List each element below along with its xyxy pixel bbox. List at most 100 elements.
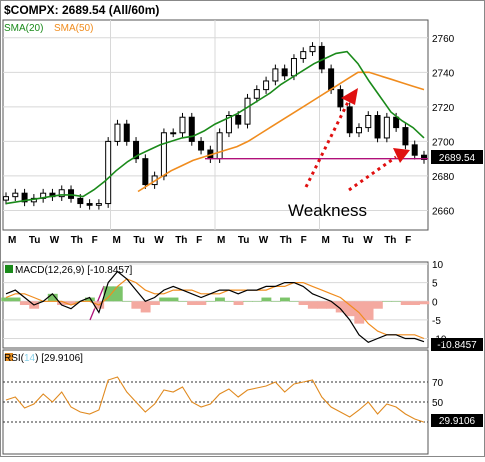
price-candle-body — [95, 203, 102, 206]
macd-histogram-bar — [372, 301, 383, 309]
price-candle-body — [318, 45, 325, 70]
macd-histogram-bar — [363, 301, 374, 320]
weakness-arrows — [304, 88, 410, 192]
rsi-line — [5, 376, 425, 423]
macd-histogram-bar — [317, 301, 328, 309]
macd-histogram-bar — [298, 301, 309, 305]
x-axis-labels: M Tu W Th F M Tu W Th F M Tu W Th F M Tu W Th F — [8, 235, 411, 246]
macd-histogram-bar — [47, 293, 58, 302]
macd-histogram-bar — [196, 301, 207, 305]
macd-histogram-bar — [400, 301, 411, 305]
price-candle-body — [290, 58, 297, 77]
macd-histogram-bar — [57, 301, 67, 305]
x-tick-label: Th — [71, 235, 83, 246]
price-candle-body — [244, 97, 251, 125]
macd-histogram-bar — [419, 301, 430, 305]
price-candle-body — [198, 140, 205, 151]
x-tick-label: F — [92, 235, 98, 246]
weakness-arrowhead-2 — [393, 148, 410, 163]
rsi-y-tick-label: 30 — [432, 418, 444, 429]
macd-histogram-bar — [280, 297, 290, 302]
x-tick-label: Tu — [342, 235, 353, 246]
price-candle-body — [86, 203, 93, 206]
last-price-tag — [431, 150, 483, 164]
price-candle-body — [77, 197, 84, 205]
price-candle-body — [225, 115, 232, 134]
rsi-legend-swatch — [5, 353, 13, 361]
x-tick-label: Th — [280, 235, 292, 246]
rsi-legend-period: 14 — [24, 353, 36, 364]
last-price-label: 2689.54 — [439, 153, 476, 164]
macd-histogram-bar — [326, 301, 337, 309]
price-candles — [3, 42, 427, 210]
price-y-tick-label: 2740 — [432, 68, 455, 79]
price-candle-body — [188, 116, 195, 142]
x-tick-label: W — [363, 235, 373, 246]
x-tick-label: Tu — [238, 235, 249, 246]
x-tick-label: Tu — [133, 235, 144, 246]
rsi-y-tick-label: 50 — [432, 398, 444, 409]
macd-histogram-bar — [233, 301, 244, 305]
price-candle-body — [3, 196, 9, 201]
price-candle-body — [355, 127, 362, 134]
price-candle-body — [123, 123, 130, 142]
price-candle-body — [160, 132, 167, 177]
macd-last-label: -10.8457 — [437, 340, 477, 351]
x-tick-label: Th — [175, 235, 187, 246]
price-candle-body — [58, 189, 65, 198]
price-candle-body — [105, 140, 112, 205]
price-candle-body — [114, 123, 121, 142]
rsi-last-tag — [431, 414, 483, 427]
x-tick-label: F — [196, 235, 202, 246]
macd-histogram-bar — [215, 297, 225, 302]
macd-histogram-bar — [103, 286, 114, 302]
x-tick-label: M — [8, 235, 16, 246]
macd-histogram-bar — [66, 301, 77, 305]
macd-y-tick-label: 0 — [432, 297, 438, 308]
sma50-legend: SMA(50) — [54, 23, 93, 34]
macd-histogram-bar — [261, 297, 272, 302]
price-candle-body — [374, 115, 381, 139]
macd-y-tick-label: -5 — [432, 316, 441, 327]
macd-histogram-bar — [335, 301, 346, 313]
price-candle-body — [411, 144, 418, 156]
price-candle-body — [421, 154, 427, 160]
price-candle-body — [328, 68, 335, 91]
chart-title: $COMPX: 2689.54 (All/60m) — [4, 3, 159, 17]
price-candle-body — [133, 140, 140, 160]
rsi-gridlines — [3, 381, 428, 423]
weakness-arrowhead-1 — [341, 88, 358, 105]
macd-last-tag — [431, 338, 483, 351]
price-candle-body — [21, 192, 28, 203]
price-gridlines — [3, 20, 428, 230]
x-tick-label: F — [405, 235, 411, 246]
rsi-legend-value: [29.9106] — [41, 353, 83, 364]
weakness-arrow-1 — [304, 97, 352, 188]
macd-histogram-bar — [205, 301, 216, 302]
macd-legend-swatch — [5, 265, 13, 273]
x-tick-label: M — [217, 235, 225, 246]
price-y-ticks: 2660 2680 2700 2720 2740 2760 — [432, 34, 455, 218]
x-tick-label: W — [259, 235, 269, 246]
macd-histogram-bar — [1, 297, 12, 302]
x-tick-label: M — [113, 235, 121, 246]
macd-signal-line — [5, 278, 425, 340]
price-candle-body — [12, 192, 19, 198]
macd-y-tick-label: -10 — [432, 335, 447, 346]
macd-histogram-bar — [84, 297, 95, 302]
weakness-arrow-2 — [348, 155, 397, 192]
macd-histogram-bar — [382, 301, 393, 302]
sma50-line — [137, 71, 425, 193]
macd-histogram-bar — [270, 301, 281, 302]
price-candle-body — [272, 68, 279, 82]
price-y-tick-label: 2700 — [432, 137, 455, 148]
rsi-last-label: 29.9106 — [439, 416, 476, 427]
price-candle-body — [402, 127, 409, 146]
macd-y-ticks: 10 5 0 -5 -10 — [432, 260, 447, 346]
rsi-legend: RSI(14) [29.9106] — [4, 353, 83, 364]
macd-histogram-bar — [410, 301, 420, 305]
macd-histogram-bar — [149, 301, 160, 305]
price-candle-body — [365, 115, 372, 129]
x-tick-label: Tu — [29, 235, 40, 246]
macd-line — [5, 270, 425, 343]
